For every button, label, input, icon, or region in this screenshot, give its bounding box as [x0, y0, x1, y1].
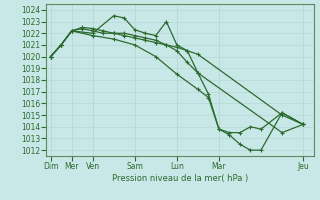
X-axis label: Pression niveau de la mer( hPa ): Pression niveau de la mer( hPa ) [112, 174, 248, 183]
